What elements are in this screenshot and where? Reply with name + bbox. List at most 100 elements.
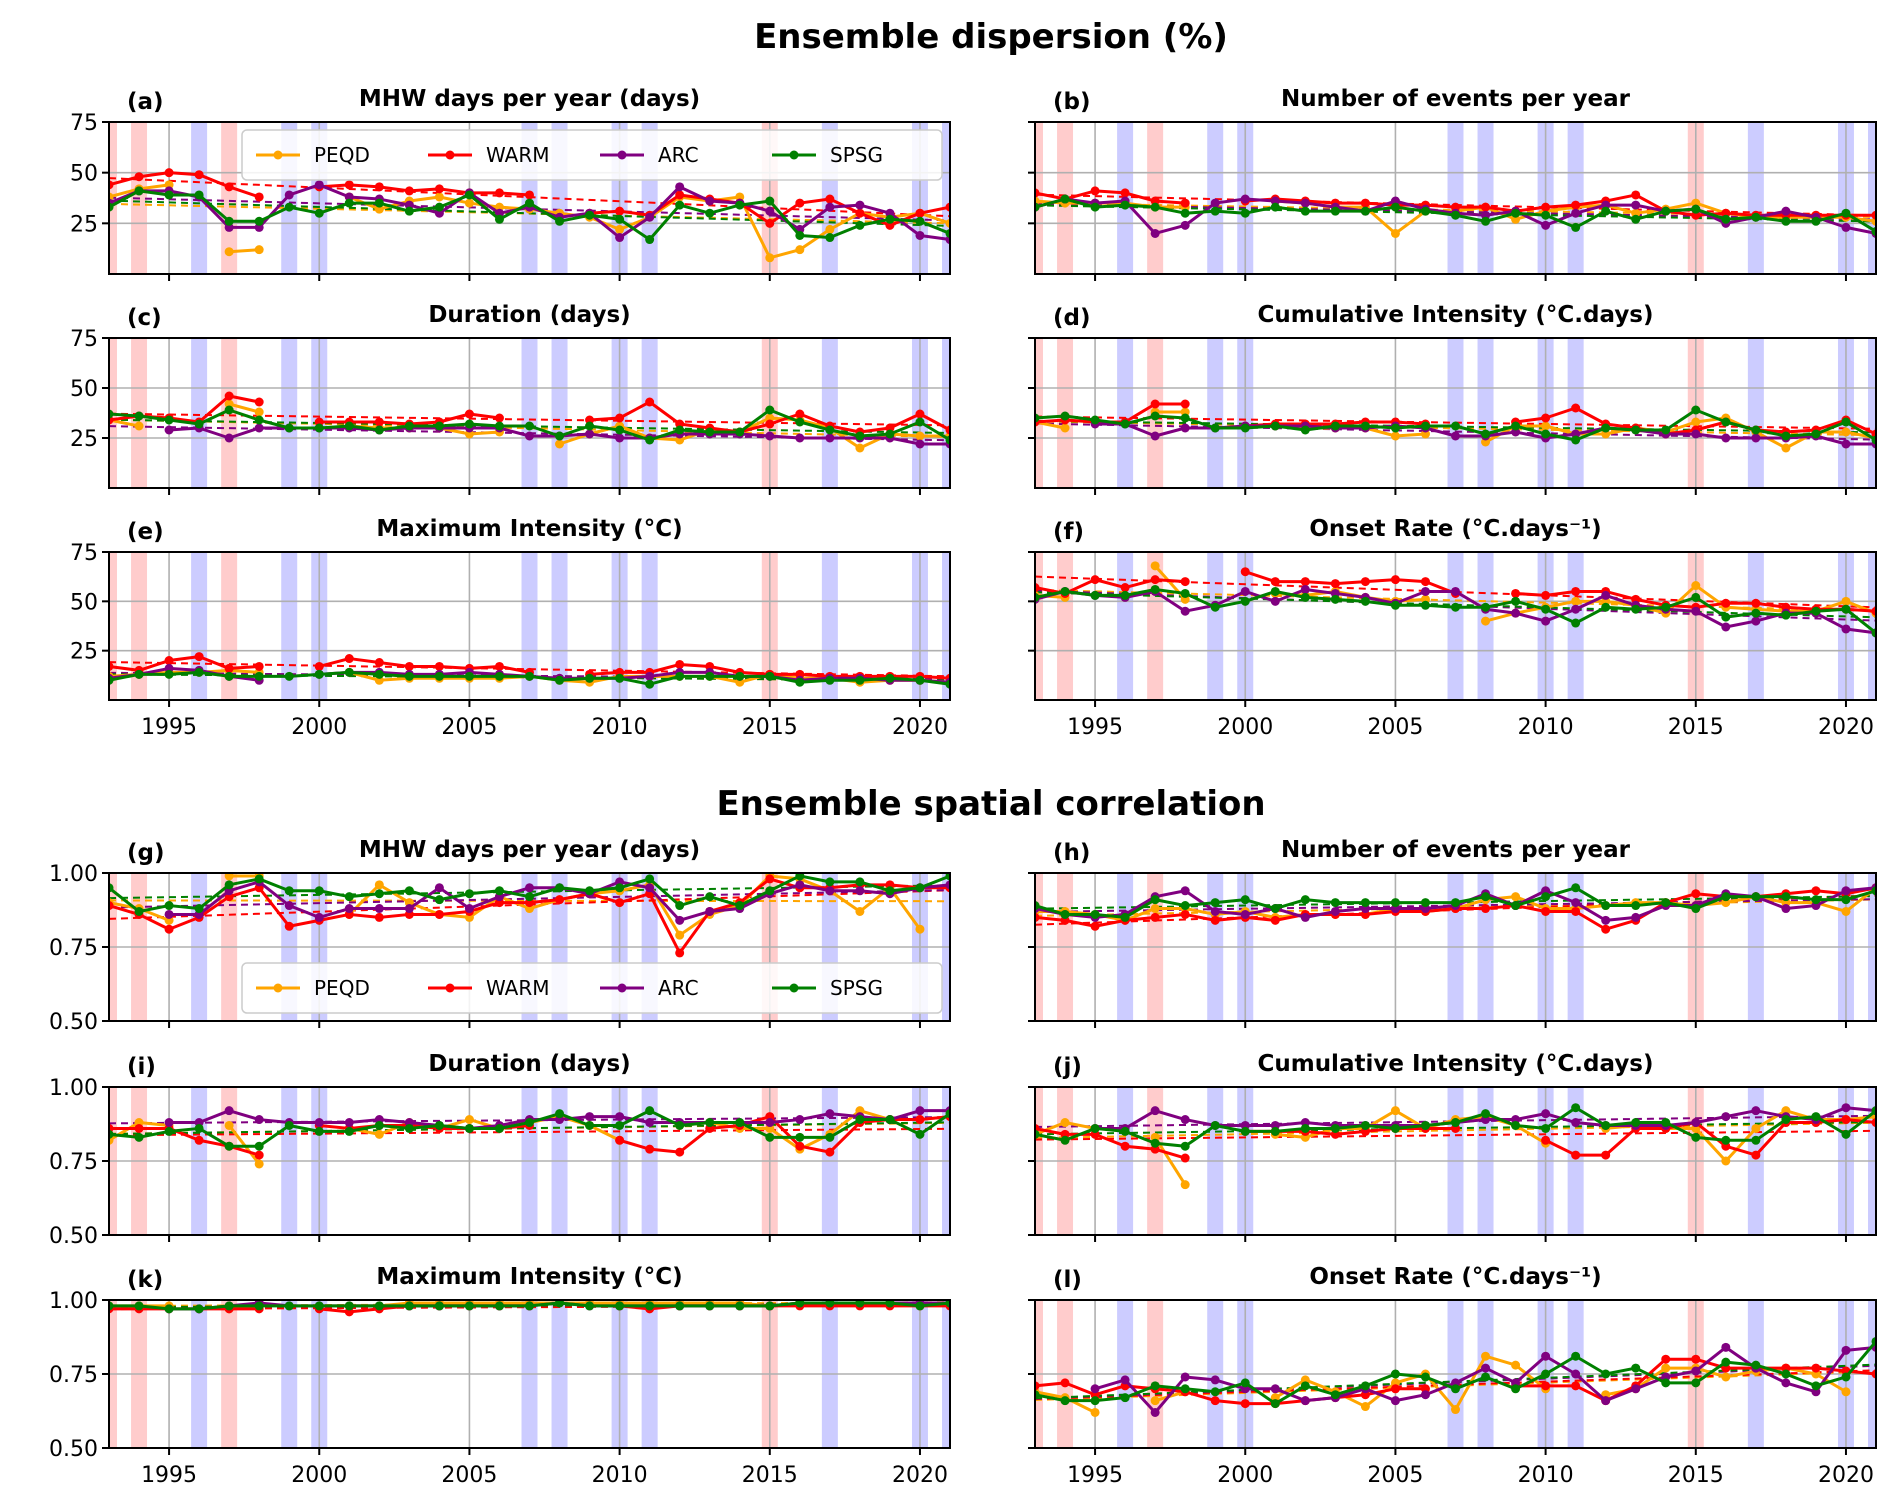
data-point [434,192,444,202]
data-point [1631,912,1641,922]
data-point [1871,1118,1876,1128]
data-point [1270,202,1280,212]
data-point [1150,431,1160,441]
warm-year-band [1035,338,1043,488]
data-point [1661,602,1671,612]
axes-frame [108,551,951,701]
data-point [1150,912,1160,922]
data-point [1571,618,1581,628]
trend-line-warm [1035,1129,1876,1141]
data-point [224,1141,234,1151]
data-point [705,1118,715,1128]
data-point [1120,188,1130,198]
data-point [374,425,384,435]
cool-year-band [1567,122,1584,274]
panel-title: Duration (days) [428,1051,630,1077]
data-point [1210,915,1220,925]
data-point [1330,1390,1340,1400]
data-point [735,200,745,210]
data-point [615,1112,625,1122]
data-point [885,1115,895,1125]
data-point [1390,600,1400,610]
data-point [314,208,324,218]
data-point [254,216,264,226]
legend-box [241,129,943,181]
legend-label-arc: ARC [658,143,699,167]
data-point [915,409,925,419]
y-axis [1028,337,1035,439]
data-point [1841,1387,1851,1397]
data-point [1721,1372,1731,1382]
data-point [555,1300,565,1308]
series-line-peqd [1274,1354,1547,1412]
data-point [1781,1378,1791,1388]
data-point [795,880,805,890]
x-axis [168,488,921,495]
data-point [675,948,685,958]
data-point [284,1301,294,1311]
data-point [254,1150,264,1160]
data-point [404,206,414,216]
shading-bands [109,1300,950,1448]
data-point [1781,892,1791,902]
data-point [1841,222,1851,232]
data-point [555,439,565,449]
data-point [1300,912,1310,922]
data-point [1751,1150,1761,1160]
data-point [164,190,174,200]
data-point [109,901,114,911]
legend: PEQD WARM ARC SPSG [241,129,943,181]
data-point [194,667,204,677]
data-point [109,675,114,685]
series-line-peqd [229,248,260,254]
data-point [1120,419,1130,429]
data-point [1270,596,1280,606]
data-point [1481,1109,1491,1119]
data-point [1390,228,1400,238]
data-point [1781,216,1791,226]
data-point [1751,212,1761,222]
data-point [1451,431,1460,441]
cool-year-band [942,338,950,488]
data-point [795,1132,805,1142]
data-point [1180,198,1190,208]
data-point [1691,904,1701,914]
data-point [855,443,865,453]
panel-label: (d) [1053,305,1091,331]
panel-label: (a) [127,89,164,115]
data-point [374,182,384,192]
data-point [1481,1372,1491,1382]
data-point [109,180,114,190]
data-point [1035,583,1040,593]
data-point [1035,901,1040,911]
data-point [1240,1378,1250,1388]
data-point [1451,1118,1460,1128]
cool-year-band [641,338,658,488]
data-point [1060,1396,1070,1406]
x-tick-label: 2000 [291,1463,347,1488]
panel-label: (e) [127,519,164,545]
data-point [194,170,204,180]
data-point [1481,904,1491,914]
data-point [1120,1141,1130,1151]
data-point [1781,431,1791,441]
series-line-warm [1544,1118,1876,1157]
data-point [1571,222,1581,232]
data-point [525,198,534,208]
data-point [1390,202,1400,212]
data-point [1150,1407,1160,1417]
data-point [374,904,384,914]
data-point [765,874,775,884]
x-tick-label: 2010 [1518,715,1574,740]
data-point [1090,909,1100,919]
data-point [615,673,625,683]
data-point [555,883,565,893]
x-axis [1094,1235,1847,1242]
data-point [1180,413,1190,423]
data-point [1150,904,1160,914]
panel-title: Onset Rate (°C.days⁻¹) [1309,516,1601,542]
legend-marker-arc [617,150,627,160]
data-point [194,419,204,429]
data-point [1420,898,1430,908]
data-point [134,186,144,196]
